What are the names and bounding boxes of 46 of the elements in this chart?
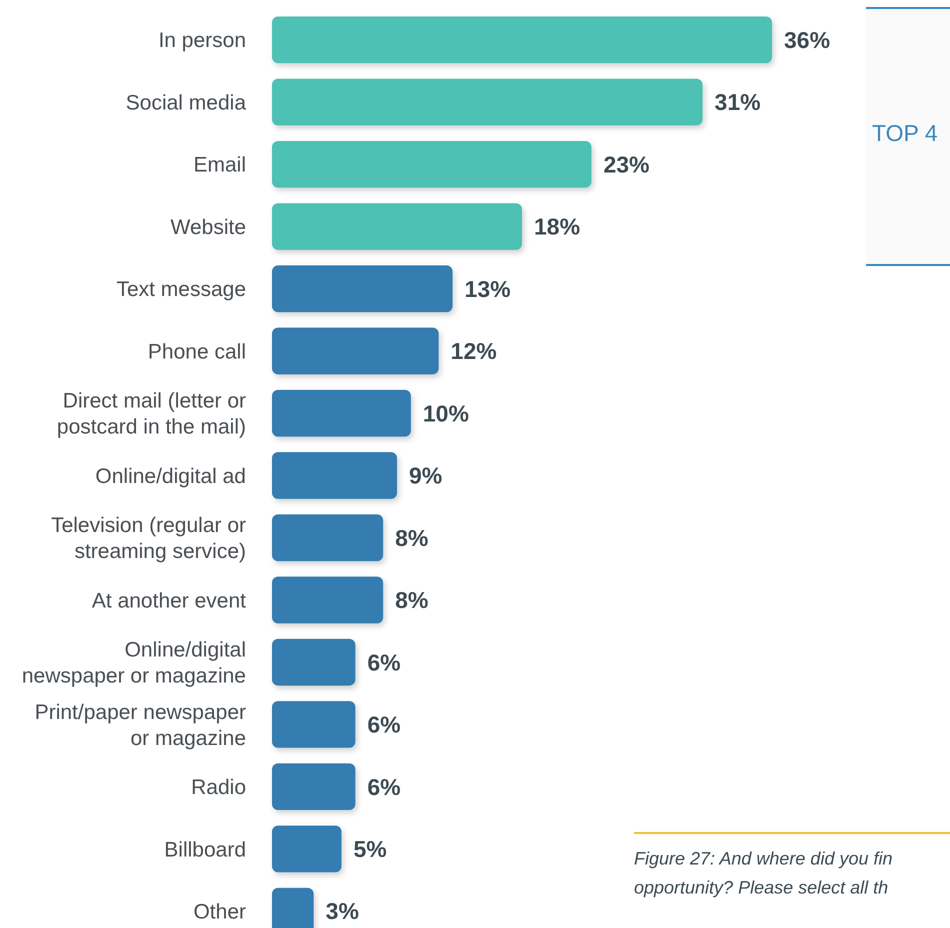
bar (272, 514, 384, 562)
y-tick-label: Direct mail (letter or postcard in the mail) (56, 390, 246, 439)
bar (272, 576, 384, 624)
data-label: 18% (534, 214, 580, 240)
bar (272, 78, 703, 126)
bar (272, 701, 356, 748)
data-label: 5% (353, 836, 387, 862)
y-tick-label: Print/paper newspaper or magazine (34, 700, 246, 750)
y-tick-label: Online/digital newspaper or magazine (22, 638, 246, 688)
y-tick-label: Online/digital ad (95, 464, 246, 488)
y-tick-label: Email (193, 154, 246, 177)
bar (272, 203, 522, 250)
data-label: 13% (464, 276, 511, 302)
data-label: 6% (367, 712, 401, 738)
bar (272, 328, 439, 374)
bar (272, 826, 342, 872)
y-tick-label: Social media (126, 91, 246, 114)
y-tick-label: Text message (116, 278, 246, 302)
bar (272, 265, 453, 312)
y-tick-label: In person (158, 29, 246, 52)
y-tick-label: Radio (191, 776, 246, 800)
bar (272, 16, 772, 64)
data-label: 31% (714, 89, 761, 116)
data-label: 8% (395, 587, 428, 614)
data-label: 36% (784, 26, 830, 53)
data-label: 10% (422, 400, 469, 426)
annotation: Figure 27: And where did you fin opportunity? Please select all th (634, 848, 892, 898)
data-label: 12% (450, 338, 497, 364)
y-tick-label: Phone call (148, 340, 246, 364)
data-label: 9% (409, 462, 442, 489)
y-tick-label: Website (170, 216, 246, 239)
data-label: 6% (367, 649, 401, 676)
text: TOP 4 (872, 120, 938, 146)
data-label: 8% (395, 524, 428, 551)
data-label: 3% (326, 898, 359, 924)
y-tick-label: At another event (92, 589, 246, 612)
bar (272, 140, 592, 188)
y-tick-label: Billboard (164, 838, 246, 862)
bar (272, 763, 356, 810)
data-label: 23% (603, 151, 650, 178)
data-label: 6% (367, 774, 401, 800)
bar (272, 390, 411, 437)
bar (272, 452, 397, 499)
bar (272, 638, 356, 686)
y-tick-label: Television (regular or streaming service) (51, 514, 246, 564)
y-tick-label: Other (193, 900, 246, 924)
